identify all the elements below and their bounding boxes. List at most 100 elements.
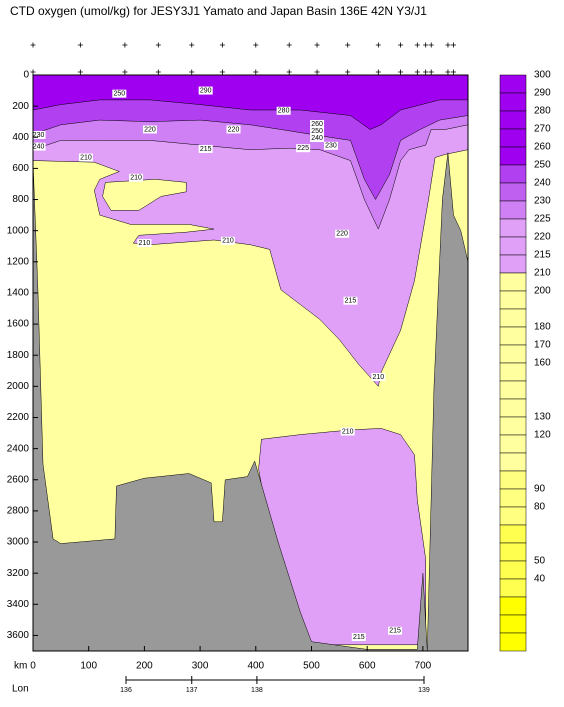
y-tick-label: 600	[12, 163, 29, 174]
colorbar-band	[499, 488, 527, 508]
contour-region	[102, 179, 187, 211]
y-tick-label: 1600	[7, 319, 30, 330]
colorbar-label: 300	[534, 70, 551, 81]
contour-label-bg	[31, 142, 46, 151]
colorbar-band	[499, 380, 527, 400]
station-marker	[314, 42, 320, 48]
colorbar-label: 180	[534, 322, 551, 333]
lon-tick-label: 137	[186, 687, 198, 694]
contour-label-bg	[112, 89, 127, 98]
contour-label: 280	[278, 108, 290, 115]
colorbar-band	[499, 290, 527, 310]
contour-label-bg	[340, 427, 355, 436]
station-marker	[428, 69, 434, 75]
contour-label: 240	[33, 143, 45, 150]
station-marker	[428, 42, 434, 48]
contour-label: 210	[372, 374, 384, 381]
contour-label-bg	[388, 626, 403, 635]
y-tick-label: 1800	[7, 350, 30, 361]
station-marker	[155, 69, 161, 75]
colorbar-label: 215	[534, 250, 551, 261]
station-marker	[414, 69, 420, 75]
contour-label-bg	[310, 120, 325, 129]
colorbar-band	[499, 632, 527, 652]
lon-tick-label: 136	[120, 687, 132, 694]
colorbar-band	[499, 614, 527, 634]
station-marker	[414, 42, 420, 48]
station-marker	[423, 69, 429, 75]
y-tick-label: 2200	[7, 412, 30, 423]
contour-label-bg	[371, 373, 386, 382]
y-tick-label: 800	[12, 194, 29, 205]
contour-label-bg	[142, 125, 157, 134]
colorbar-band	[499, 398, 527, 418]
lon-tick-label: 138	[251, 687, 263, 694]
colorbar-band	[499, 326, 527, 346]
contour-label-bg	[198, 86, 213, 95]
contour-label-bg	[296, 144, 311, 153]
colorbar-label: 230	[534, 196, 551, 207]
colorbar-label: 260	[534, 142, 551, 153]
station-marker	[189, 42, 195, 48]
colorbar-band	[499, 344, 527, 364]
x-tick-label: 100	[80, 661, 97, 672]
colorbar-label: 50	[534, 556, 546, 567]
contour-label: 215	[345, 298, 357, 305]
station-marker	[219, 42, 225, 48]
station-marker	[423, 42, 429, 48]
y-tick-label: 400	[12, 132, 29, 143]
contour-label: 230	[325, 143, 337, 150]
station-marker	[345, 69, 351, 75]
colorbar-band	[499, 74, 527, 94]
colorbar-band	[499, 452, 527, 472]
contour-label-bg	[220, 236, 235, 245]
colorbar-band	[499, 542, 527, 562]
contour-label-bg	[276, 106, 291, 115]
x-tick-label: 500	[303, 661, 320, 672]
colorbar-band	[499, 110, 527, 130]
colorbar-label: 240	[534, 178, 551, 189]
colorbar-band	[499, 200, 527, 220]
y-tick-label: 3400	[7, 599, 30, 610]
contour-label: 215	[353, 634, 365, 641]
lon-tick-label: 139	[418, 687, 430, 694]
colorbar-band	[499, 308, 527, 328]
contour-label: 210	[342, 428, 354, 435]
colorbar-label: 280	[534, 106, 551, 117]
colorbar-label: 40	[534, 574, 546, 585]
plot-frame	[32, 74, 469, 652]
station-marker	[451, 69, 457, 75]
contour-label: 215	[389, 628, 401, 635]
colorbar-band	[499, 416, 527, 436]
y-tick-label: 0	[23, 70, 29, 81]
contour-region	[32, 74, 469, 130]
colorbar-band	[499, 560, 527, 580]
contour-label-bg	[310, 134, 325, 143]
colorbar-band	[499, 146, 527, 166]
station-marker	[253, 42, 259, 48]
contour-label: 260	[311, 121, 323, 128]
contour-label: 210	[130, 175, 142, 182]
contour-label: 290	[200, 87, 212, 94]
x-tick-label: 600	[359, 661, 376, 672]
contour-label: 210	[222, 238, 234, 245]
contour-label-bg	[323, 141, 338, 150]
y-tick-label: 1400	[7, 288, 30, 299]
contour-label: 215	[200, 146, 212, 153]
colorbar-band	[499, 182, 527, 202]
y-tick-label: 2400	[7, 443, 30, 454]
colorbar-band	[499, 470, 527, 490]
contour-label-bg	[343, 296, 358, 305]
station-marker	[445, 42, 451, 48]
colorbar-label: 170	[534, 340, 551, 351]
station-marker	[398, 42, 404, 48]
contour-label: 220	[336, 231, 348, 238]
colorbar-label: 220	[534, 232, 551, 243]
station-marker	[122, 69, 128, 75]
colorbar-band	[499, 506, 527, 526]
colorbar-label: 80	[534, 502, 546, 513]
contour-label-bg	[351, 632, 366, 641]
contour-label: 225	[297, 145, 309, 152]
contour-label-bg	[137, 239, 152, 248]
